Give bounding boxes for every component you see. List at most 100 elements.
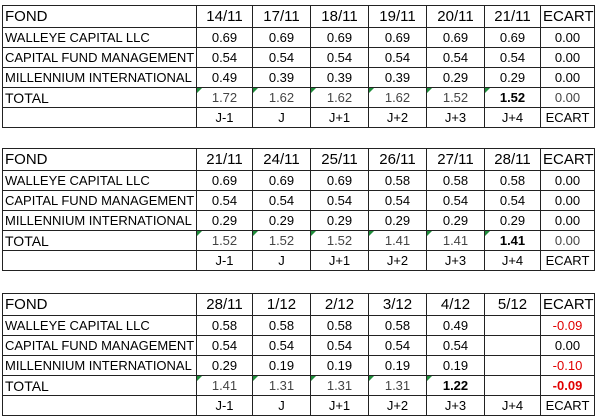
cell: 0.00 [540,170,595,191]
cell: J+2 [368,107,427,128]
fund-row: WALLEYE CAPITAL LLC 0.69 0.69 0.69 0.69 0.69 0… [2,27,595,48]
row-label: TOTAL [2,375,197,396]
cell: 0.69 [426,27,485,48]
cell: 1.41 [368,230,427,251]
cell: 14/11 [196,5,253,28]
cell: J [252,250,311,271]
cell: 0.49 [426,315,485,336]
cell: 4/12 [426,293,485,316]
cell: 0.19 [310,355,369,376]
cell: J+2 [368,250,427,271]
cell: J+4 [484,250,541,271]
cell: 20/11 [426,5,485,28]
cell: 0.29 [368,210,427,231]
cell: 1/12 [252,293,311,316]
cell: J [252,395,311,416]
cell [484,335,541,356]
row-label: FOND [2,148,197,171]
spreadsheet-table: FOND 14/11 17/11 18/11 19/11 20/11 21/11 ECART W… [2,5,595,128]
header-row: FOND 14/11 17/11 18/11 19/11 20/11 21/11 ECART [2,5,595,28]
cell: J+4 [484,107,541,128]
cell: 0.19 [368,355,427,376]
cell: 0.54 [484,190,541,211]
cell: 1.62 [310,87,369,108]
cell: 0.54 [368,335,427,356]
cell: 28/11 [484,148,541,171]
cell: J-1 [196,250,253,271]
fund-row: WALLEYE CAPITAL LLC 0.69 0.69 0.69 0.58 0.58 0… [2,170,595,191]
fund-row: CAPITAL FUND MANAGEMENT 0.54 0.54 0.54 0.54 0… [2,190,595,211]
cell: J-1 [196,107,253,128]
cell: 0.00 [540,335,595,356]
cell: 0.54 [484,47,541,68]
cell: 0.49 [196,67,253,88]
cell: ECART [540,5,595,28]
cell: 0.54 [196,47,253,68]
cell: 0.54 [252,47,311,68]
row-label: WALLEYE CAPITAL LLC [2,170,197,191]
cell: 0.00 [540,210,595,231]
spreadsheet-table: FOND 28/11 1/12 2/12 3/12 4/12 5/12 ECART WALLEY… [2,293,595,416]
cell: 0.54 [368,47,427,68]
cell: -0.09 [540,315,595,336]
cell: J+1 [310,395,369,416]
cell: 0.58 [368,315,427,336]
cell: 0.00 [540,190,595,211]
header-row: FOND 28/11 1/12 2/12 3/12 4/12 5/12 ECART [2,293,595,316]
cell: 0.29 [484,210,541,231]
cell: 21/11 [484,5,541,28]
cell: ECART [540,395,595,416]
row-label: TOTAL [2,87,197,108]
cell: 0.19 [252,355,311,376]
row-label: MILLENNIUM INTERNATIONAL [2,67,197,88]
cell: 0.29 [196,355,253,376]
cell: J+3 [426,250,485,271]
fund-row: CAPITAL FUND MANAGEMENT 0.54 0.54 0.54 0.54 0… [2,335,595,356]
row-label: MILLENNIUM INTERNATIONAL [2,210,197,231]
cell: 0.58 [310,315,369,336]
cell: 0.58 [484,170,541,191]
cell: 3/12 [368,293,427,316]
cell: 0.54 [310,190,369,211]
cell: 0.54 [196,190,253,211]
cell: 1.41 [196,375,253,396]
cell: 1.31 [368,375,427,396]
row-label: MILLENNIUM INTERNATIONAL [2,355,197,376]
row-label [2,395,197,416]
cell: 0.69 [368,27,427,48]
cell: ECART [540,148,595,171]
cell: 0.00 [540,230,595,251]
cell: 0.69 [310,170,369,191]
cell: 0.54 [426,335,485,356]
cell: 26/11 [368,148,427,171]
cell: 25/11 [310,148,369,171]
cell: 21/11 [196,148,253,171]
cell: 0.69 [484,27,541,48]
cell: 0.54 [196,335,253,356]
cell: 1.72 [196,87,253,108]
cell [484,375,541,396]
total-row: TOTAL 1.72 1.62 1.62 1.62 1.52 1.52 0.00 [2,87,595,108]
row-label: CAPITAL FUND MANAGEMENT [2,190,197,211]
total-row: TOTAL 1.41 1.31 1.31 1.31 1.22 -0.09 [2,375,595,396]
cell: 0.29 [484,67,541,88]
cell: 1.31 [310,375,369,396]
footer-row: J-1 J J+1 J+2 J+3 J+4 ECART [2,395,595,416]
cell: 0.69 [196,170,253,191]
cell: 1.41 [426,230,485,251]
cell: J+1 [310,107,369,128]
cell: ECART [540,293,595,316]
cell: 1.52 [252,230,311,251]
row-label: TOTAL [2,230,197,251]
cell: 1.22 [426,375,485,396]
row-label [2,107,197,128]
cell: 0.69 [196,27,253,48]
row-label: WALLEYE CAPITAL LLC [2,315,197,336]
cell: 0.00 [540,87,595,108]
cell: 28/11 [196,293,253,316]
cell: J+3 [426,395,485,416]
cell: 0.54 [310,335,369,356]
cell: 1.62 [368,87,427,108]
cell: J+2 [368,395,427,416]
fund-row: WALLEYE CAPITAL LLC 0.58 0.58 0.58 0.58 0.49-… [2,315,595,336]
